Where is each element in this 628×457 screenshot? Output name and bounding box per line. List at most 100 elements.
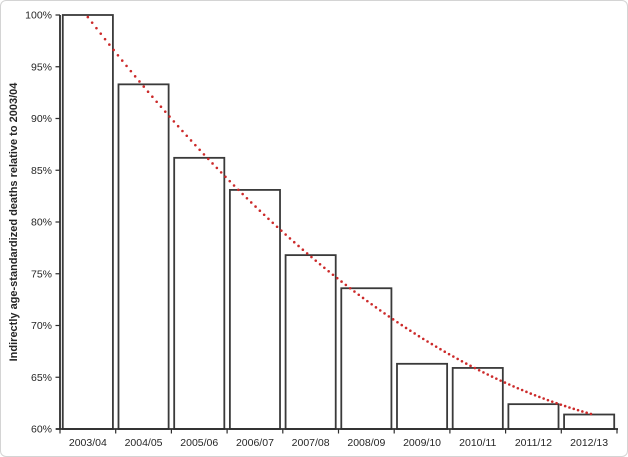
bar-2009-10 <box>396 362 449 430</box>
trendline-dot <box>168 115 171 118</box>
trendline-dot <box>112 48 115 52</box>
trendline-dot <box>288 237 292 240</box>
bar-2007-08 <box>284 254 337 430</box>
trendline-dot <box>361 296 365 300</box>
trendline-dot <box>262 213 266 217</box>
trendline-dot <box>348 286 352 290</box>
trendline-dot <box>198 148 201 152</box>
trendline-dot <box>275 225 279 229</box>
trendline-dotted <box>86 15 593 416</box>
trendline-dot <box>469 364 472 368</box>
axis-layer <box>55 14 618 434</box>
trendline-dot <box>108 43 111 46</box>
trendline-dot <box>129 69 133 73</box>
trendline-dot <box>163 110 167 113</box>
trendline-dot <box>232 184 236 187</box>
trendline-dot <box>120 59 124 62</box>
trendline-dot <box>103 37 107 41</box>
labels-layer: 60% 65% 70% 75% 80% 85% 90% 95% 100% 2003/04 2004/… <box>25 10 608 450</box>
trendline-dot <box>284 233 287 236</box>
trendline-dot <box>280 229 283 232</box>
trendline-dot <box>258 209 262 212</box>
trendline-dot <box>542 397 545 400</box>
trendline-dot <box>224 175 227 179</box>
trendline-dot <box>181 129 184 133</box>
y-tick-label: 85% <box>31 165 52 177</box>
trendline-dot <box>568 406 571 409</box>
trendline-dot <box>576 408 580 412</box>
trendline-dot <box>189 139 193 142</box>
trendline-dot <box>327 269 330 273</box>
trendline-dot <box>413 332 416 335</box>
y-tick-label: 75% <box>31 268 52 280</box>
trendline-dot <box>142 85 146 88</box>
y-tick-label: 95% <box>31 61 52 73</box>
trendline-dot <box>353 290 356 293</box>
trendline-dot <box>512 385 515 388</box>
x-category-label: 2008/09 <box>347 437 385 449</box>
trendline-dot <box>585 411 588 415</box>
trendline-dot <box>409 329 412 333</box>
bar-2011-12 <box>507 403 560 430</box>
trendline-dot <box>443 350 447 353</box>
trendline-dot <box>318 262 322 266</box>
trendline-dot <box>391 318 395 321</box>
trendline-dot <box>533 393 537 397</box>
trendline-dot <box>305 252 309 255</box>
trendline-dot <box>215 166 219 170</box>
x-category-label: 2007/08 <box>292 437 330 449</box>
trendline-dot <box>254 205 257 208</box>
trendline-dot <box>374 306 378 309</box>
trendline-dot <box>245 196 249 200</box>
bar-2008-09 <box>340 287 393 430</box>
x-category-label: 2011/12 <box>515 437 552 449</box>
bar-2010-11 <box>451 367 504 430</box>
trendline-dot <box>559 403 563 406</box>
trendline-dot <box>146 90 150 93</box>
trendline-dot <box>456 357 459 361</box>
x-category-label: 2012/13 <box>570 437 608 449</box>
trendline-dot <box>546 398 550 402</box>
bars-layer <box>61 14 616 430</box>
trendline-dot <box>378 309 382 312</box>
x-category-label: 2004/05 <box>125 437 163 449</box>
trendline-dot <box>460 359 464 363</box>
trendline-dot <box>370 302 373 306</box>
trendline-dot <box>387 315 391 318</box>
y-axis-title: Indirectly age-standardized deaths relat… <box>8 82 20 362</box>
x-category-label: 2010/11 <box>459 437 496 449</box>
trendline-dot <box>271 221 275 225</box>
trendline-dot <box>529 392 533 395</box>
trendline-dot <box>176 124 180 128</box>
trendline-dot <box>95 26 98 30</box>
trendline-dot <box>452 355 455 358</box>
x-category-label: 2009/10 <box>403 437 441 449</box>
trendline-dot <box>228 179 232 183</box>
trendline-dot <box>366 299 369 303</box>
bar-2004-05 <box>117 83 170 430</box>
y-tick-label: 100% <box>25 10 52 22</box>
trendline-dot <box>507 383 511 386</box>
trendline-dot <box>241 192 244 196</box>
trendline-dot <box>383 312 386 315</box>
trendline-dot <box>138 80 141 83</box>
y-tick-label: 80% <box>31 217 52 229</box>
bar-2003-04 <box>61 14 114 430</box>
trendline-dot <box>490 375 494 378</box>
trendline-dot <box>572 407 576 411</box>
trendline-dot <box>447 352 451 356</box>
trendline-dot <box>86 15 90 19</box>
trendline-dot <box>267 217 270 221</box>
trendline-dot <box>125 64 128 68</box>
trendline-dot <box>297 244 300 248</box>
trendline-dot <box>581 410 584 413</box>
trendline-dot <box>155 100 158 104</box>
trendline-dot <box>499 379 502 382</box>
trendline-dot <box>486 373 490 376</box>
trendline-dot <box>421 337 425 341</box>
trendline-dot <box>417 334 421 338</box>
trendline-dot <box>202 153 206 156</box>
trendline-dot <box>482 371 485 374</box>
y-tick-label: 65% <box>31 372 52 384</box>
